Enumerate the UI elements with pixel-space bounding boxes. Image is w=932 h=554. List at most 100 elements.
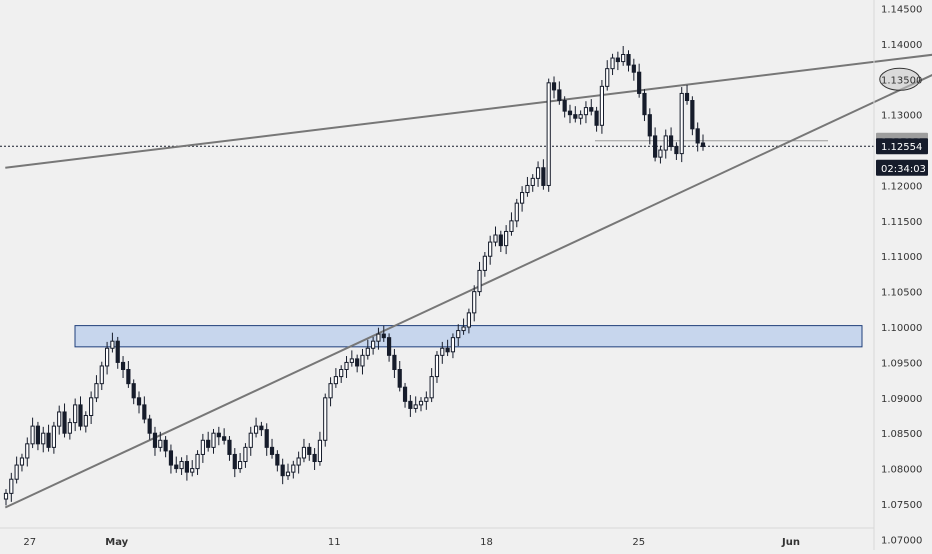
trendline-1[interactable]	[5, 48, 932, 169]
candle	[541, 159, 546, 190]
candle	[418, 397, 424, 412]
y-tick-label[interactable]: 1.12000	[881, 181, 922, 192]
candle-body	[578, 114, 583, 119]
highlight-ellipse-gray[interactable]	[879, 67, 921, 91]
candle-body	[25, 443, 30, 459]
candle-body	[222, 436, 227, 441]
candle	[120, 356, 126, 378]
candle	[477, 261, 482, 296]
candle-body	[365, 347, 370, 356]
candle	[62, 403, 67, 438]
candle	[25, 437, 30, 467]
candle	[57, 405, 62, 435]
candle-body	[99, 365, 104, 385]
candle-body	[253, 425, 259, 434]
y-tick-label[interactable]: 1.09500	[881, 358, 922, 369]
candle	[631, 58, 636, 81]
candle-body	[679, 92, 684, 155]
candle-body	[152, 432, 158, 448]
y-tick-label[interactable]: 1.07500	[881, 500, 922, 511]
y-tick-label[interactable]: 1.07000	[881, 535, 922, 546]
price-label-text: 1.12554	[881, 142, 922, 153]
candle	[227, 436, 232, 461]
trendlines-layer[interactable]	[4, 48, 932, 509]
candle-body	[333, 376, 338, 385]
y-tick-label[interactable]: 1.08500	[881, 429, 922, 440]
candle	[647, 108, 652, 145]
candle	[51, 421, 56, 454]
candle-body	[285, 471, 291, 477]
x-tick-label[interactable]: 11	[328, 537, 341, 548]
y-tick-label[interactable]: 1.11500	[881, 217, 922, 228]
candle-body	[690, 100, 695, 130]
candle	[546, 78, 551, 192]
candle-body	[57, 411, 62, 427]
x-axis-ticks[interactable]: 27May111825Jun81522	[23, 537, 932, 548]
candle-body	[525, 184, 530, 194]
candle	[280, 458, 285, 485]
candle	[9, 472, 14, 502]
candle-body	[131, 383, 136, 399]
candle-body	[259, 425, 264, 431]
x-tick-label[interactable]: 18	[480, 537, 493, 548]
y-tick-label[interactable]: 1.10500	[881, 288, 922, 299]
candle	[115, 336, 120, 369]
candle	[174, 456, 179, 473]
candle-body	[339, 368, 344, 378]
candle	[163, 436, 168, 458]
candle	[583, 101, 589, 124]
candle-body	[663, 135, 668, 151]
candle	[626, 50, 631, 72]
y-tick-label[interactable]: 1.11000	[881, 252, 922, 263]
candle	[424, 391, 429, 410]
candle	[371, 336, 376, 355]
y-tick-label[interactable]: 1.10000	[881, 323, 922, 334]
candle-body	[583, 107, 589, 116]
candle	[35, 421, 41, 451]
candle	[3, 489, 9, 506]
candle	[456, 324, 461, 347]
x-tick-label[interactable]: Jun	[781, 537, 800, 548]
candle	[190, 460, 195, 477]
candle-body	[594, 110, 599, 126]
candle	[557, 81, 562, 105]
x-tick-label[interactable]: May	[105, 537, 128, 548]
candles-layer	[3, 46, 706, 506]
candle	[605, 60, 610, 91]
candle	[323, 393, 328, 447]
candle	[168, 444, 174, 474]
candle	[195, 450, 200, 475]
candle-body	[104, 347, 110, 367]
candle	[610, 53, 615, 76]
x-tick-label[interactable]: 25	[632, 537, 645, 548]
candle	[679, 87, 684, 163]
candle-body	[509, 220, 514, 232]
candle	[461, 318, 466, 335]
candle-body	[615, 57, 620, 63]
candle-body	[243, 446, 248, 463]
trendline-2[interactable]	[4, 50, 932, 509]
y-tick-label[interactable]: 1.13000	[881, 111, 922, 122]
candle	[440, 341, 445, 364]
y-tick-label[interactable]: 1.14500	[881, 4, 922, 15]
candle	[653, 127, 658, 162]
y-tick-label[interactable]: 1.08000	[881, 465, 922, 476]
candle-body	[610, 57, 615, 70]
candle-body	[51, 425, 56, 448]
y-tick-label[interactable]: 1.14000	[881, 40, 922, 51]
x-tick-label[interactable]: 27	[23, 537, 36, 548]
candle-body	[83, 415, 88, 427]
candle-body	[658, 149, 663, 158]
price-label-text: 02:34:03	[881, 164, 926, 175]
candle-body	[589, 107, 594, 112]
ellipses-layer[interactable]	[879, 34, 932, 102]
candle	[551, 76, 557, 99]
candle	[355, 354, 360, 373]
candle	[668, 127, 674, 151]
y-tick-label[interactable]: 1.13500	[881, 75, 922, 86]
candle-body	[551, 82, 557, 91]
candle-body	[482, 255, 487, 271]
y-tick-label[interactable]: 1.09000	[881, 394, 922, 405]
